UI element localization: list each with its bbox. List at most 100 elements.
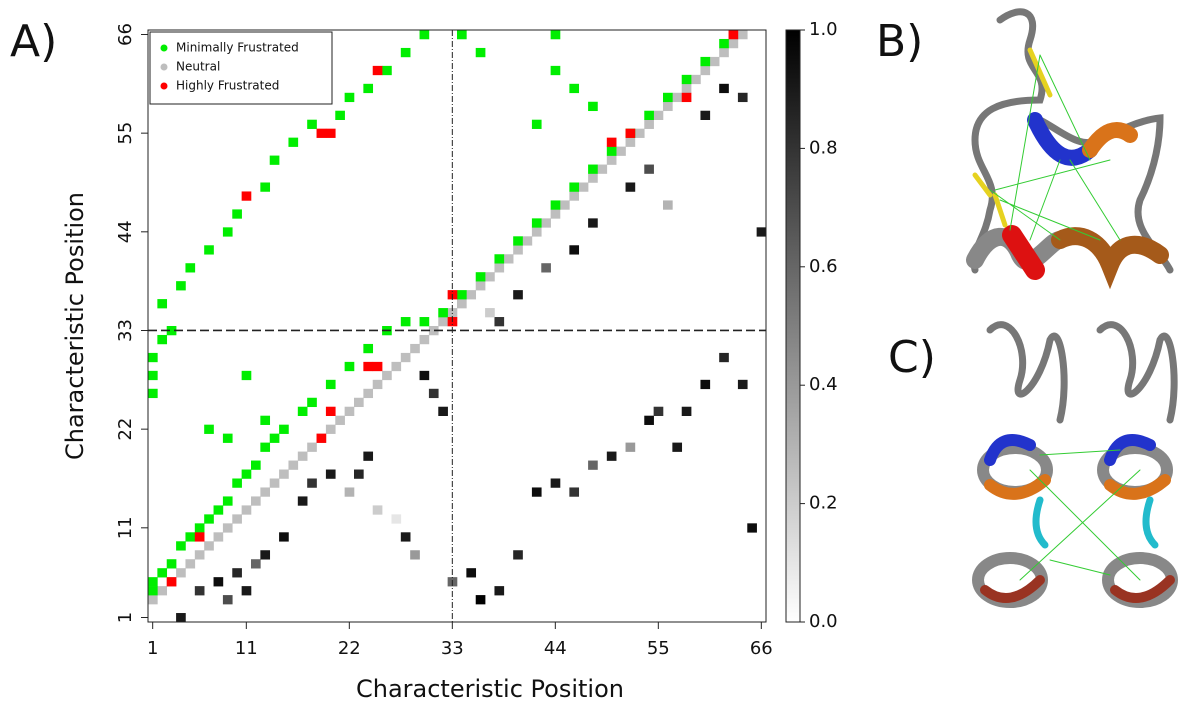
frustration-cell xyxy=(457,30,467,40)
y-axis-title: Characteristic Position xyxy=(61,192,89,460)
frustration-cell xyxy=(148,352,158,363)
frustration-cell xyxy=(485,272,495,282)
heat-cell xyxy=(354,469,364,479)
frustration-cell xyxy=(400,317,411,327)
frustration-cell xyxy=(663,101,673,112)
frustration-cell xyxy=(513,236,523,246)
panel-label: A) xyxy=(10,16,57,67)
frustration-cell xyxy=(325,424,336,434)
frustration-cell xyxy=(400,47,411,58)
frustration-cell xyxy=(316,433,327,443)
frustration-cell xyxy=(569,191,580,201)
protein-b xyxy=(966,8,1174,290)
frustration-cell xyxy=(222,496,233,506)
frustration-cell xyxy=(372,379,383,390)
heat-cell xyxy=(569,245,580,255)
heat-cell xyxy=(194,586,205,596)
legend: Minimally Frustrated Neutral Highly Frustr… xyxy=(149,31,333,105)
frustration-cell xyxy=(728,30,739,40)
heat-cell xyxy=(400,532,411,542)
heat-cell xyxy=(663,200,673,210)
frustration-cell xyxy=(569,182,580,192)
heat-cell xyxy=(513,290,523,300)
heat-cell xyxy=(653,406,664,416)
frustration-cell xyxy=(279,469,289,479)
colorbar xyxy=(785,29,801,623)
heat-cell xyxy=(644,164,654,174)
frustration-cell xyxy=(335,110,345,120)
frustration-cell xyxy=(550,65,561,76)
frustration-cell xyxy=(148,370,158,381)
heat-cell xyxy=(363,451,374,461)
frustration-cell xyxy=(148,577,158,587)
heat-cell xyxy=(344,487,355,497)
frustration-cell xyxy=(372,361,383,372)
frustration-cell xyxy=(625,137,636,147)
colorbar-tick-label: 1.0 xyxy=(809,19,838,40)
frustration-cell xyxy=(204,424,214,434)
heat-cell xyxy=(279,532,289,542)
frustration-cell xyxy=(410,343,420,354)
heat-cell xyxy=(251,559,261,569)
y-tick-label: 11 xyxy=(115,516,136,539)
x-tick-label: 55 xyxy=(647,638,670,659)
legend-box xyxy=(149,31,333,105)
plot-frame xyxy=(147,29,767,623)
heat-cell xyxy=(606,451,617,461)
heat-cell xyxy=(475,595,486,605)
legend-marker xyxy=(160,44,168,52)
frustration-cell xyxy=(644,119,654,129)
heat-cell xyxy=(681,406,692,416)
frustration-cell xyxy=(241,370,252,381)
frustration-cell xyxy=(363,361,374,372)
frustration-cell xyxy=(288,137,299,147)
frustration-cell xyxy=(148,388,158,399)
y-tick-label: 55 xyxy=(115,122,136,145)
frustration-cell xyxy=(382,65,392,76)
frustration-cell xyxy=(157,299,168,309)
heat-cell xyxy=(372,505,383,515)
frustration-cell xyxy=(241,191,252,201)
heat-cell xyxy=(260,550,271,560)
heat-cell xyxy=(232,568,242,578)
y-tick-label: 22 xyxy=(115,418,136,441)
frustration-cell xyxy=(269,478,280,488)
x-tick-label: 44 xyxy=(544,638,567,659)
frustration-cell xyxy=(681,74,692,85)
frustration-cell xyxy=(494,254,505,264)
frustration-cell xyxy=(691,74,701,85)
frustration-cell xyxy=(653,110,664,120)
frustration-cell xyxy=(222,523,233,533)
y-tick-label: 1 xyxy=(115,612,136,623)
frustration-cell xyxy=(728,38,739,49)
frustration-cell xyxy=(531,227,542,237)
frustration-cell xyxy=(382,370,392,381)
frustration-cell xyxy=(325,379,336,390)
heat-cell xyxy=(419,370,430,381)
frustration-cell xyxy=(157,586,168,596)
frustration-cell xyxy=(709,56,720,67)
frustration-cell xyxy=(569,83,580,94)
frustration-cell xyxy=(185,559,196,569)
frustration-cell xyxy=(307,397,317,408)
protein-c xyxy=(972,321,1178,608)
frustration-cell xyxy=(260,182,271,192)
heat-cell xyxy=(700,110,711,120)
heat-cell xyxy=(410,550,420,560)
frustration-cell xyxy=(475,47,486,58)
frustration-cell xyxy=(503,254,514,264)
heat-cell xyxy=(485,308,495,318)
y-tick-label: 44 xyxy=(115,220,136,243)
frustration-cell xyxy=(251,460,261,470)
frustration-cell xyxy=(241,505,252,515)
frustration-cell xyxy=(297,406,308,416)
legend-label: Highly Frustrated xyxy=(176,79,279,93)
frustration-cell xyxy=(157,334,168,345)
frustration-cell xyxy=(213,532,224,542)
frustration-cell xyxy=(297,451,308,461)
frustration-cell xyxy=(475,281,486,291)
heat-cell xyxy=(241,586,252,596)
frustration-cell xyxy=(157,568,168,578)
frustration-cell xyxy=(335,415,345,425)
colorbar-tick-label: 0.2 xyxy=(809,493,838,514)
